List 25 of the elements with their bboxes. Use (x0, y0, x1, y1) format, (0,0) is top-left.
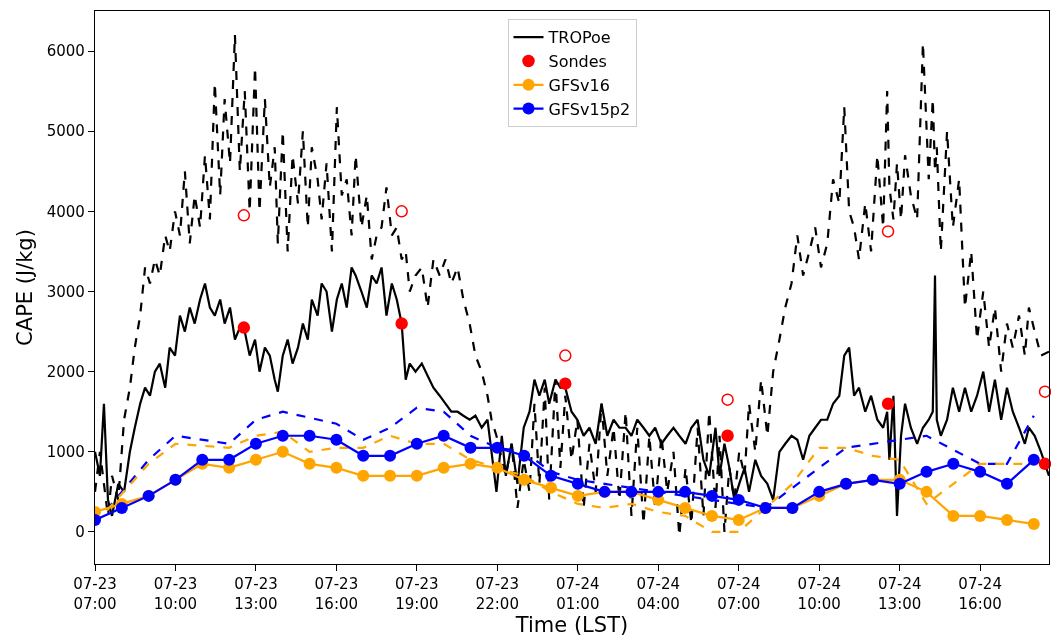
y-tick-label: 2000 (46, 362, 85, 381)
y-tick-label: 5000 (46, 122, 85, 141)
x-tick-label: 07-24 07:00 (716, 575, 761, 613)
y-tick-label: 0 (75, 523, 85, 542)
x-tick-label: 07-23 10:00 (153, 575, 198, 613)
legend-label: GFSv16 (548, 76, 610, 96)
legend-label: GFSv15p2 (548, 99, 631, 119)
x-axis-title: Time (LST) (514, 612, 629, 637)
y-axis-title: CAPE (J/kg) (12, 229, 37, 346)
x-tick-label: 07-23 13:00 (234, 575, 278, 613)
y-tick-label: 3000 (46, 282, 85, 301)
x-tick-label: 07-24 01:00 (556, 575, 600, 613)
x-tick-label: 07-23 07:00 (73, 575, 117, 613)
x-tick-label: 07-24 16:00 (958, 575, 1002, 613)
x-tick-label: 07-24 13:00 (877, 575, 922, 613)
legend-label: Sondes (548, 52, 607, 72)
x-tick-label: 07-23 22:00 (475, 575, 520, 613)
y-tick-label: 6000 (46, 42, 85, 61)
y-tick-label: 4000 (46, 202, 85, 221)
x-tick-label: 07-24 04:00 (636, 575, 681, 613)
y-tick-label: 1000 (46, 443, 85, 462)
x-tick-label: 07-23 19:00 (395, 575, 439, 613)
legend-label: TROPoe (547, 28, 611, 48)
x-tick-label: 07-24 10:00 (797, 575, 842, 613)
x-tick-label: 07-23 16:00 (314, 575, 359, 613)
